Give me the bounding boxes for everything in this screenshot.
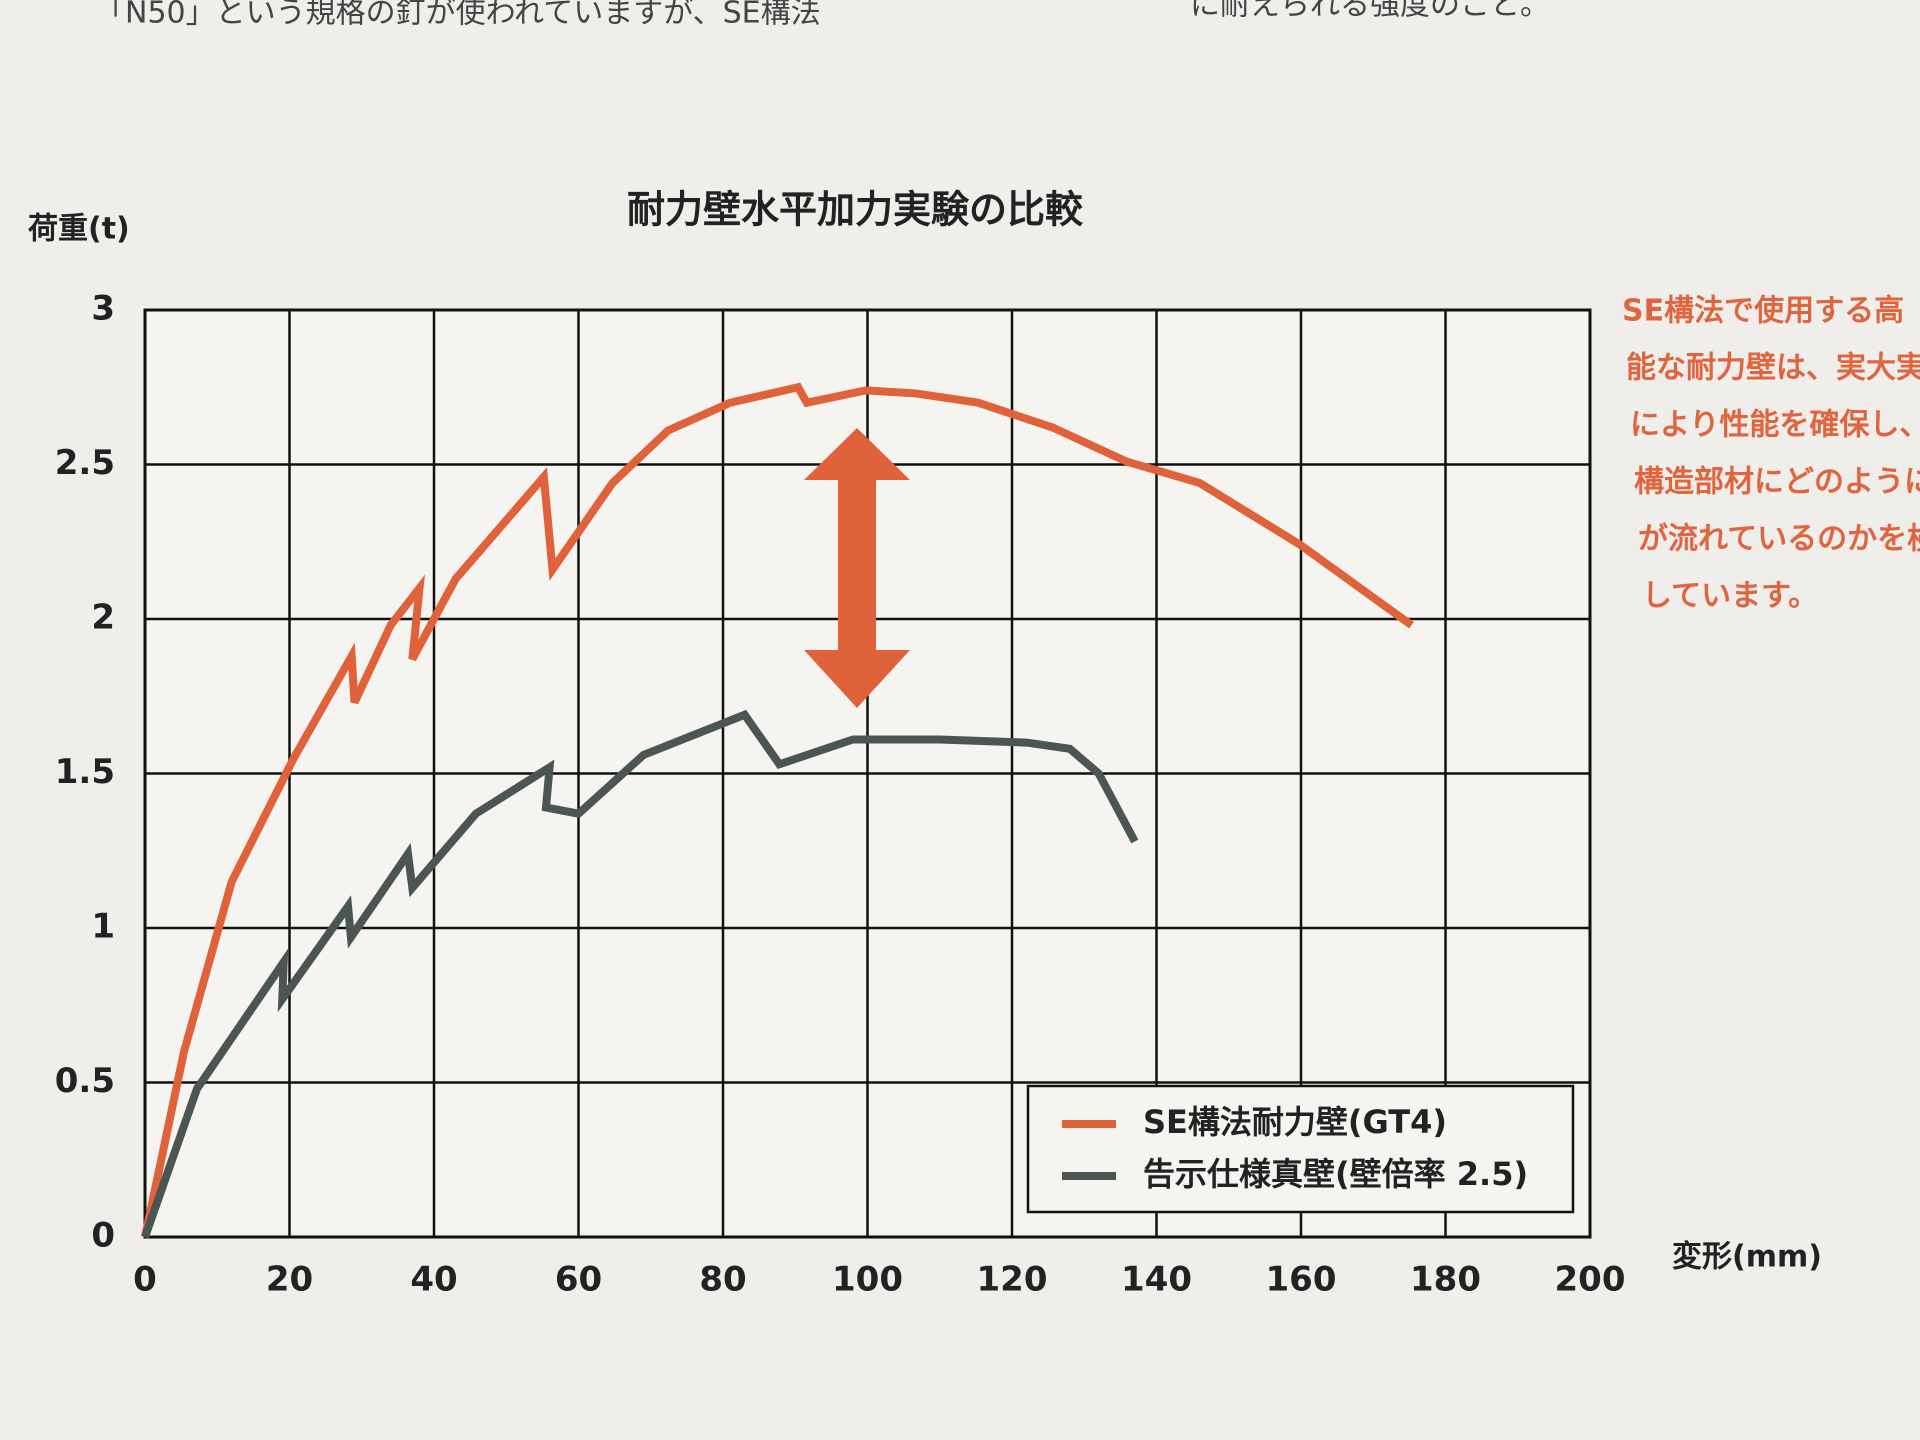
x-tick-label: 140	[1121, 1260, 1192, 1300]
page-text: に耐えられる強度のこと。	[1190, 0, 1550, 23]
series-line	[141, 709, 1139, 1239]
x-tick-label: 20	[266, 1260, 313, 1300]
x-tick-label: 100	[832, 1260, 903, 1300]
x-tick-label: 180	[1410, 1260, 1481, 1300]
legend-label: 告示仕様真壁(壁倍率 2.5)	[1143, 1155, 1528, 1193]
legend-box	[1026, 1084, 1575, 1214]
side-text-line: 能な耐力壁は、実大実	[1626, 351, 1920, 386]
legend-label: SE構法耐力壁(GT4)	[1143, 1103, 1447, 1141]
y-tick-label: 1.5	[55, 752, 115, 792]
y-tick-label: 1	[91, 907, 115, 947]
legend: SE構法耐力壁(GT4) 告示仕様真壁(壁倍率 2.5)	[1026, 1084, 1575, 1214]
x-tick-label: 200	[1555, 1260, 1626, 1300]
x-tick-label: 40	[410, 1260, 457, 1300]
chart-title: 耐力壁水平加力実験の比較	[627, 188, 1084, 232]
y-axis-label: 荷重(t)	[28, 212, 130, 247]
y-tick-label: 0	[91, 1216, 115, 1256]
y-tick-label: 2.5	[55, 443, 115, 483]
x-tick-label: 60	[555, 1260, 602, 1300]
side-text: SE構法で使用する高能な耐力壁は、実大実により性能を確保し、構造部材にどのように…	[1622, 294, 1920, 614]
y-tick-label: 0.5	[55, 1061, 115, 1101]
side-text-line: により性能を確保し、	[1630, 408, 1920, 443]
x-tick-label: 0	[133, 1260, 157, 1300]
y-tick-label: 3	[91, 289, 115, 329]
page-text: 「N50」という規格の釘が使われていますが、SE構法	[95, 0, 821, 31]
side-text-line: SE構法で使用する高	[1622, 294, 1904, 329]
double-arrow	[804, 428, 910, 708]
x-tick-label: 160	[1266, 1260, 1337, 1300]
x-tick-label: 120	[977, 1260, 1048, 1300]
side-text-line: 構造部材にどのように	[1634, 465, 1920, 500]
side-text-line: が流れているのかを検	[1638, 522, 1920, 557]
series-line	[141, 382, 1414, 1238]
side-text-line: しています。	[1642, 579, 1818, 614]
lines	[141, 382, 1414, 1239]
x-tick-label: 80	[699, 1260, 746, 1300]
y-tick-label: 2	[91, 598, 115, 638]
x-axis-label: 変形(mm)	[1672, 1240, 1822, 1275]
